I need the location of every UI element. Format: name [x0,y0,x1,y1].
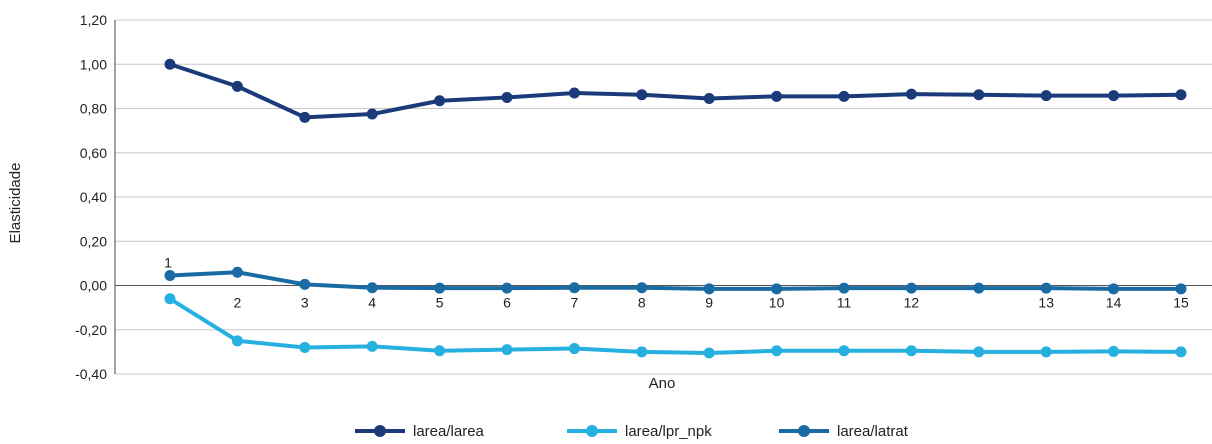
data-point [434,345,446,357]
legend-swatch-marker [586,425,598,437]
data-point [1175,346,1187,358]
x-tick-label: 11 [837,295,852,311]
data-point [771,345,783,357]
legend-item: larea/lpr_npk [567,423,712,440]
x-tick-label: 3 [301,295,309,311]
series-larea-larea [164,58,1187,123]
y-axis-title: Elasticidade [7,163,24,244]
x-tick-label: 14 [1106,295,1122,311]
data-point [703,93,715,105]
data-point [501,344,513,356]
x-tick-label: 10 [769,295,785,311]
y-tick-label: 1,00 [80,56,107,72]
y-tick-label: -0,40 [75,366,107,382]
data-point [231,335,243,347]
series-line [168,296,1183,355]
x-tick-label: 4 [368,295,376,311]
legend-item: larea/larea [355,423,485,440]
data-point [231,80,243,92]
data-point [771,90,783,102]
data-point [1175,283,1187,295]
data-point [973,346,985,358]
x-axis-title: Ano [649,375,676,392]
data-point [636,89,648,101]
data-point [568,343,580,355]
series-larea-latrat [164,266,1187,295]
series-larea-lpr-npk [164,293,1187,359]
legend-label: larea/latrat [837,423,909,440]
data-point [905,88,917,100]
data-point [164,58,176,70]
data-point [366,340,378,352]
y-tick-label: 0,60 [80,145,107,161]
data-point [1108,345,1120,357]
data-point [1108,283,1120,295]
x-tick-label: 5 [436,295,444,311]
data-point [1040,90,1052,102]
data-point [838,282,850,294]
data-point [299,278,311,290]
legend-swatch-marker [798,425,810,437]
y-tick-label: 0,00 [80,278,107,294]
data-point [838,90,850,102]
x-tick-label: 13 [1038,295,1054,311]
data-point [973,282,985,294]
y-tick-label: 0,20 [80,233,107,249]
data-point [164,270,176,282]
legend: larea/larea larea/lpr_npk larea/latrat [355,423,909,440]
y-tick-label: 0,80 [80,101,107,117]
data-point [973,89,985,101]
data-point [905,345,917,357]
data-point [1040,282,1052,294]
data-point [771,283,783,295]
plot-series [164,58,1187,359]
x-tick-label: 7 [571,295,579,311]
data-point [1040,346,1052,358]
x-tick-label: 9 [705,295,713,311]
data-point [838,345,850,357]
data-point [703,347,715,359]
x-tick-label: 1 [164,255,172,271]
legend-swatch-marker [374,425,386,437]
data-point [434,95,446,107]
data-point [703,283,715,295]
data-point [905,282,917,294]
legend-item: larea/latrat [779,423,909,440]
x-tick-label: 15 [1173,295,1189,311]
data-point [636,282,648,294]
legend-label: larea/larea [413,423,485,440]
gridlines [115,19,1212,375]
data-point [434,282,446,294]
data-point [164,293,176,305]
series-line [168,270,1183,291]
series-line [168,62,1183,120]
data-point [568,282,580,294]
x-tick-labels: 12 3 4 5 6 7 8 9 10 11 12 13 14 15 [164,255,1189,311]
data-point [501,91,513,103]
y-tick-label: 1,20 [80,12,107,28]
y-tick-label: 0,40 [80,189,107,205]
legend-label: larea/lpr_npk [625,423,712,440]
data-point [231,266,243,278]
data-point [299,341,311,353]
data-point [366,282,378,294]
y-tick-label: -0,20 [75,322,107,338]
data-point [299,111,311,123]
data-point [366,108,378,120]
data-point [636,346,648,358]
y-axis: -0,40 -0,20 0,00 0,20 0,40 0,60 0,80 1,00 1,20 [75,12,116,382]
x-tick-label: 8 [638,295,646,311]
x-tick-label: 12 [904,295,920,311]
data-point [1108,90,1120,102]
x-tick-label: 6 [503,295,511,311]
data-point [501,282,513,294]
data-point [568,87,580,99]
data-point [1175,89,1187,101]
x-tick-label: 2 [234,295,242,311]
